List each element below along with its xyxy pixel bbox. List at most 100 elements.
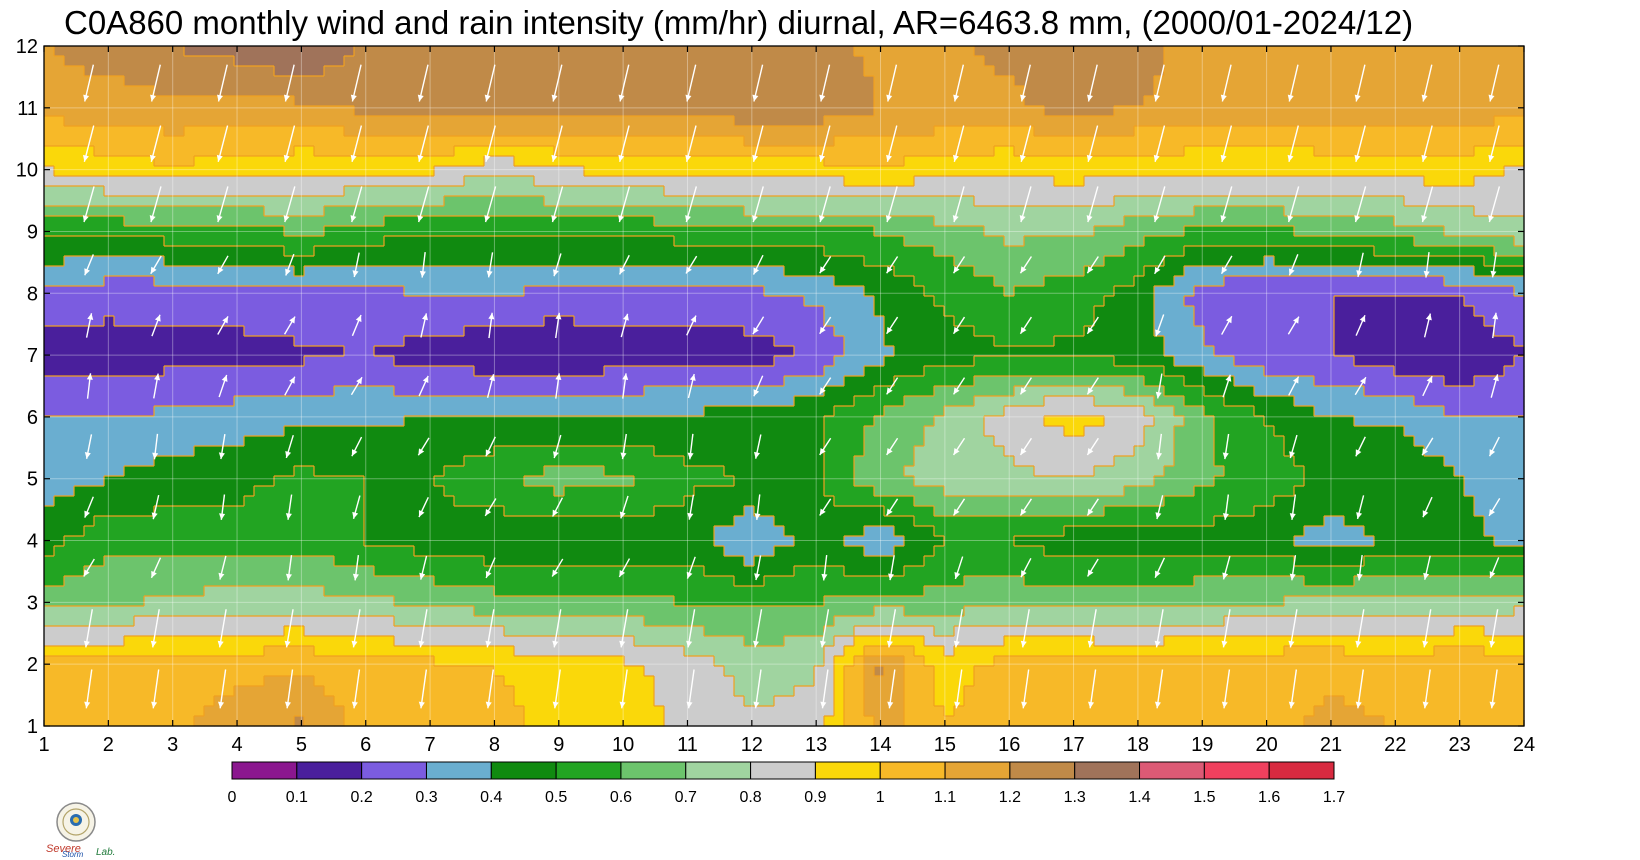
- contour-cell: [1424, 76, 1435, 87]
- contour-cell: [1294, 216, 1305, 227]
- contour-cell: [464, 186, 475, 197]
- contour-cell: [1144, 246, 1155, 257]
- contour-cell: [774, 96, 785, 107]
- contour-cell: [634, 306, 645, 317]
- contour-cell: [144, 186, 155, 197]
- contour-cell: [204, 196, 215, 207]
- contour-cell: [144, 336, 155, 347]
- contour-cell: [1104, 256, 1115, 267]
- contour-cell: [454, 116, 465, 127]
- contour-cell: [1504, 116, 1515, 127]
- contour-cell: [874, 376, 885, 387]
- contour-cell: [1244, 196, 1255, 207]
- contour-cell: [1254, 126, 1265, 137]
- contour-cell: [664, 116, 675, 127]
- contour-cell: [814, 296, 825, 307]
- contour-cell: [204, 316, 215, 327]
- contour-cell: [134, 166, 145, 177]
- contour-cell: [1234, 156, 1245, 167]
- contour-cell: [64, 376, 75, 387]
- contour-cell: [594, 86, 605, 97]
- contour-cell: [1374, 116, 1385, 127]
- contour-cell: [1374, 96, 1385, 107]
- contour-cell: [854, 126, 865, 137]
- contour-cell: [1044, 136, 1055, 147]
- contour-cell: [164, 186, 175, 197]
- contour-cell: [554, 186, 565, 197]
- contour-cell: [1334, 196, 1345, 207]
- contour-cell: [834, 146, 845, 157]
- contour-cell: [904, 66, 915, 77]
- contour-cell: [1464, 216, 1475, 227]
- contour-cell: [1274, 306, 1285, 317]
- contour-cell: [1334, 146, 1345, 157]
- contour-cell: [254, 86, 265, 97]
- contour-cell: [784, 146, 795, 157]
- contour-cell: [684, 196, 695, 207]
- contour-cell: [1214, 226, 1225, 237]
- contour-cell: [1094, 236, 1105, 247]
- contour-cell: [664, 326, 675, 337]
- contour-cell: [214, 366, 225, 377]
- contour-cell: [574, 176, 585, 187]
- contour-cell: [1064, 146, 1075, 157]
- contour-cell: [534, 136, 545, 147]
- contour-cell: [94, 246, 105, 257]
- contour-cell: [594, 156, 605, 167]
- contour-cell: [1494, 356, 1505, 367]
- contour-cell: [644, 196, 655, 207]
- contour-cell: [274, 276, 285, 287]
- contour-cell: [204, 306, 215, 317]
- contour-cell: [1384, 276, 1395, 287]
- contour-cell: [514, 166, 525, 177]
- contour-cell: [954, 166, 965, 177]
- contour-cell: [94, 336, 105, 347]
- contour-cell: [174, 296, 185, 307]
- contour-cell: [1054, 66, 1065, 77]
- contour-cell: [444, 366, 455, 377]
- contour-cell: [1034, 96, 1045, 107]
- contour-cell: [1374, 146, 1385, 157]
- contour-cell: [584, 206, 595, 217]
- contour-cell: [814, 236, 825, 247]
- contour-cell: [1144, 126, 1155, 137]
- contour-cell: [304, 236, 315, 247]
- contour-cell: [424, 226, 435, 237]
- contour-cell: [574, 316, 585, 327]
- contour-cell: [1384, 156, 1395, 167]
- contour-cell: [1434, 286, 1445, 297]
- contour-cell: [724, 226, 735, 237]
- contour-cell: [684, 316, 695, 327]
- contour-cell: [274, 66, 285, 77]
- contour-cell: [654, 366, 665, 377]
- contour-cell: [1044, 166, 1055, 177]
- contour-cell: [524, 86, 535, 97]
- contour-cell: [834, 206, 845, 217]
- contour-cell: [1154, 336, 1165, 347]
- contour-cell: [1294, 296, 1305, 307]
- contour-cell: [1064, 236, 1075, 247]
- contour-cell: [1264, 366, 1275, 377]
- contour-cell: [844, 256, 855, 267]
- contour-cell: [944, 236, 955, 247]
- contour-cell: [204, 156, 215, 167]
- contour-cell: [1404, 106, 1415, 117]
- contour-cell: [854, 316, 865, 327]
- contour-cell: [984, 236, 995, 247]
- contour-cell: [594, 226, 605, 237]
- contour-cell: [1344, 346, 1355, 357]
- contour-cell: [634, 66, 645, 77]
- contour-cell: [1114, 66, 1125, 77]
- contour-cell: [1104, 156, 1115, 167]
- contour-cell: [1064, 246, 1075, 257]
- contour-cell: [1444, 346, 1455, 357]
- contour-cell: [1494, 156, 1505, 167]
- contour-cell: [824, 66, 835, 77]
- contour-cell: [1334, 176, 1345, 187]
- contour-cell: [1384, 196, 1395, 207]
- contour-cell: [354, 366, 365, 377]
- contour-cell: [454, 276, 465, 287]
- contour-cell: [74, 86, 85, 97]
- contour-cell: [694, 326, 705, 337]
- contour-cell: [724, 146, 735, 157]
